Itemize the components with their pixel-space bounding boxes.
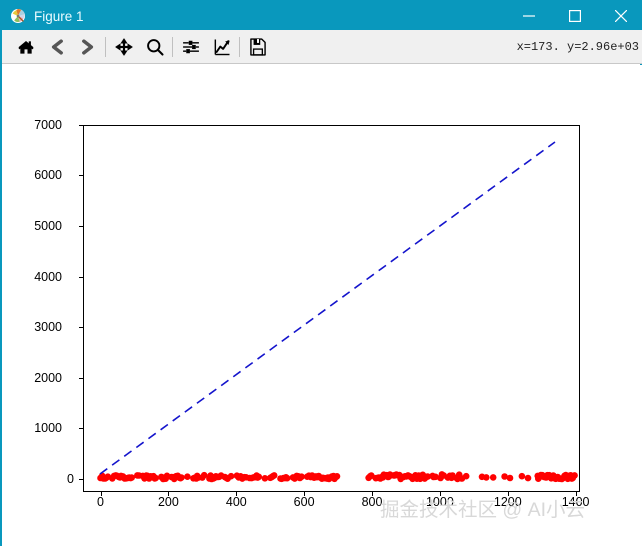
svg-text:掘金技术社区 @ AI小云: 掘金技术社区 @ AI小云 [380,499,585,521]
